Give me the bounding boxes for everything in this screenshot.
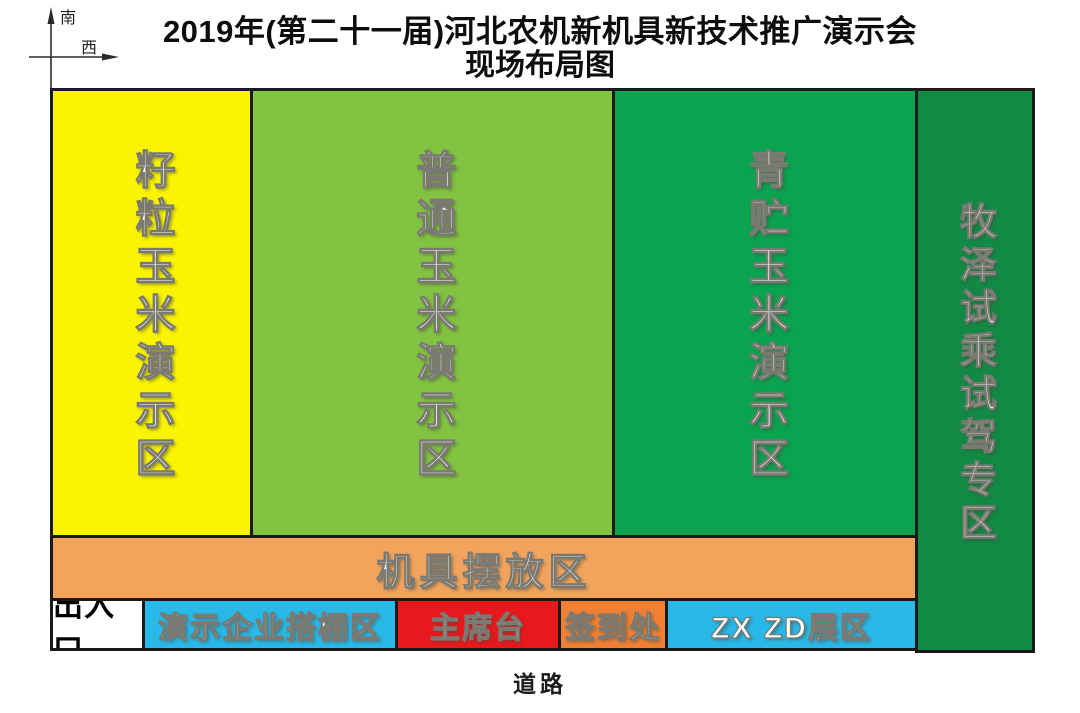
zone-common-corn-demo: 普通玉米演示区 (250, 88, 615, 538)
zone-common-corn-label: 普通玉米演示区 (410, 148, 455, 485)
zone-company-tent: 演示企业搭棚区 (142, 598, 398, 651)
zone-equipment-placement: 机具摆放区 (50, 535, 918, 601)
zone-silage-corn-label: 青贮玉米演示区 (742, 148, 787, 485)
zone-sign-in-label: 签到处 (564, 611, 661, 645)
road-label: 道路 (513, 671, 567, 697)
title-line-1: 2019年(第二十一届)河北农机新机具新技术推广演示会 (162, 14, 918, 49)
zone-test-drive: 牧泽试乘试驾专区 (915, 88, 1035, 653)
compass-icon: 南 西 (15, 0, 145, 95)
zone-sign-in: 签到处 (558, 598, 668, 651)
zone-zx-zd-exhibit-label: ZX ZD展区 (711, 611, 872, 645)
zone-test-drive-label: 牧泽试乘试驾专区 (954, 201, 996, 546)
zone-silage-corn-demo: 青贮玉米演示区 (612, 88, 918, 538)
compass-arrows-icon (29, 7, 119, 88)
zone-grain-corn-demo: 籽粒玉米演示区 (50, 88, 253, 538)
zone-rostrum: 主席台 (395, 598, 561, 651)
zone-grain-corn-label: 籽粒玉米演示区 (129, 148, 174, 485)
title-line-2: 现场布局图 (465, 49, 615, 82)
zone-entrance-exit: 出入口 (50, 598, 145, 651)
zone-rostrum-label: 主席台 (429, 611, 526, 645)
zone-zx-zd-exhibit: ZX ZD展区 (665, 598, 918, 651)
zone-entrance-exit-label: 出入口 (53, 598, 115, 651)
compass-west-label: 西 (81, 40, 98, 57)
zone-equipment-label: 机具摆放区 (376, 551, 592, 594)
page-title: 2019年(第二十一届)河北农机新机具新技术推广演示会 现场布局图 (0, 14, 1080, 82)
compass-south-label: 南 (60, 10, 77, 27)
zone-company-tent-label: 演示企业搭棚区 (157, 611, 382, 645)
